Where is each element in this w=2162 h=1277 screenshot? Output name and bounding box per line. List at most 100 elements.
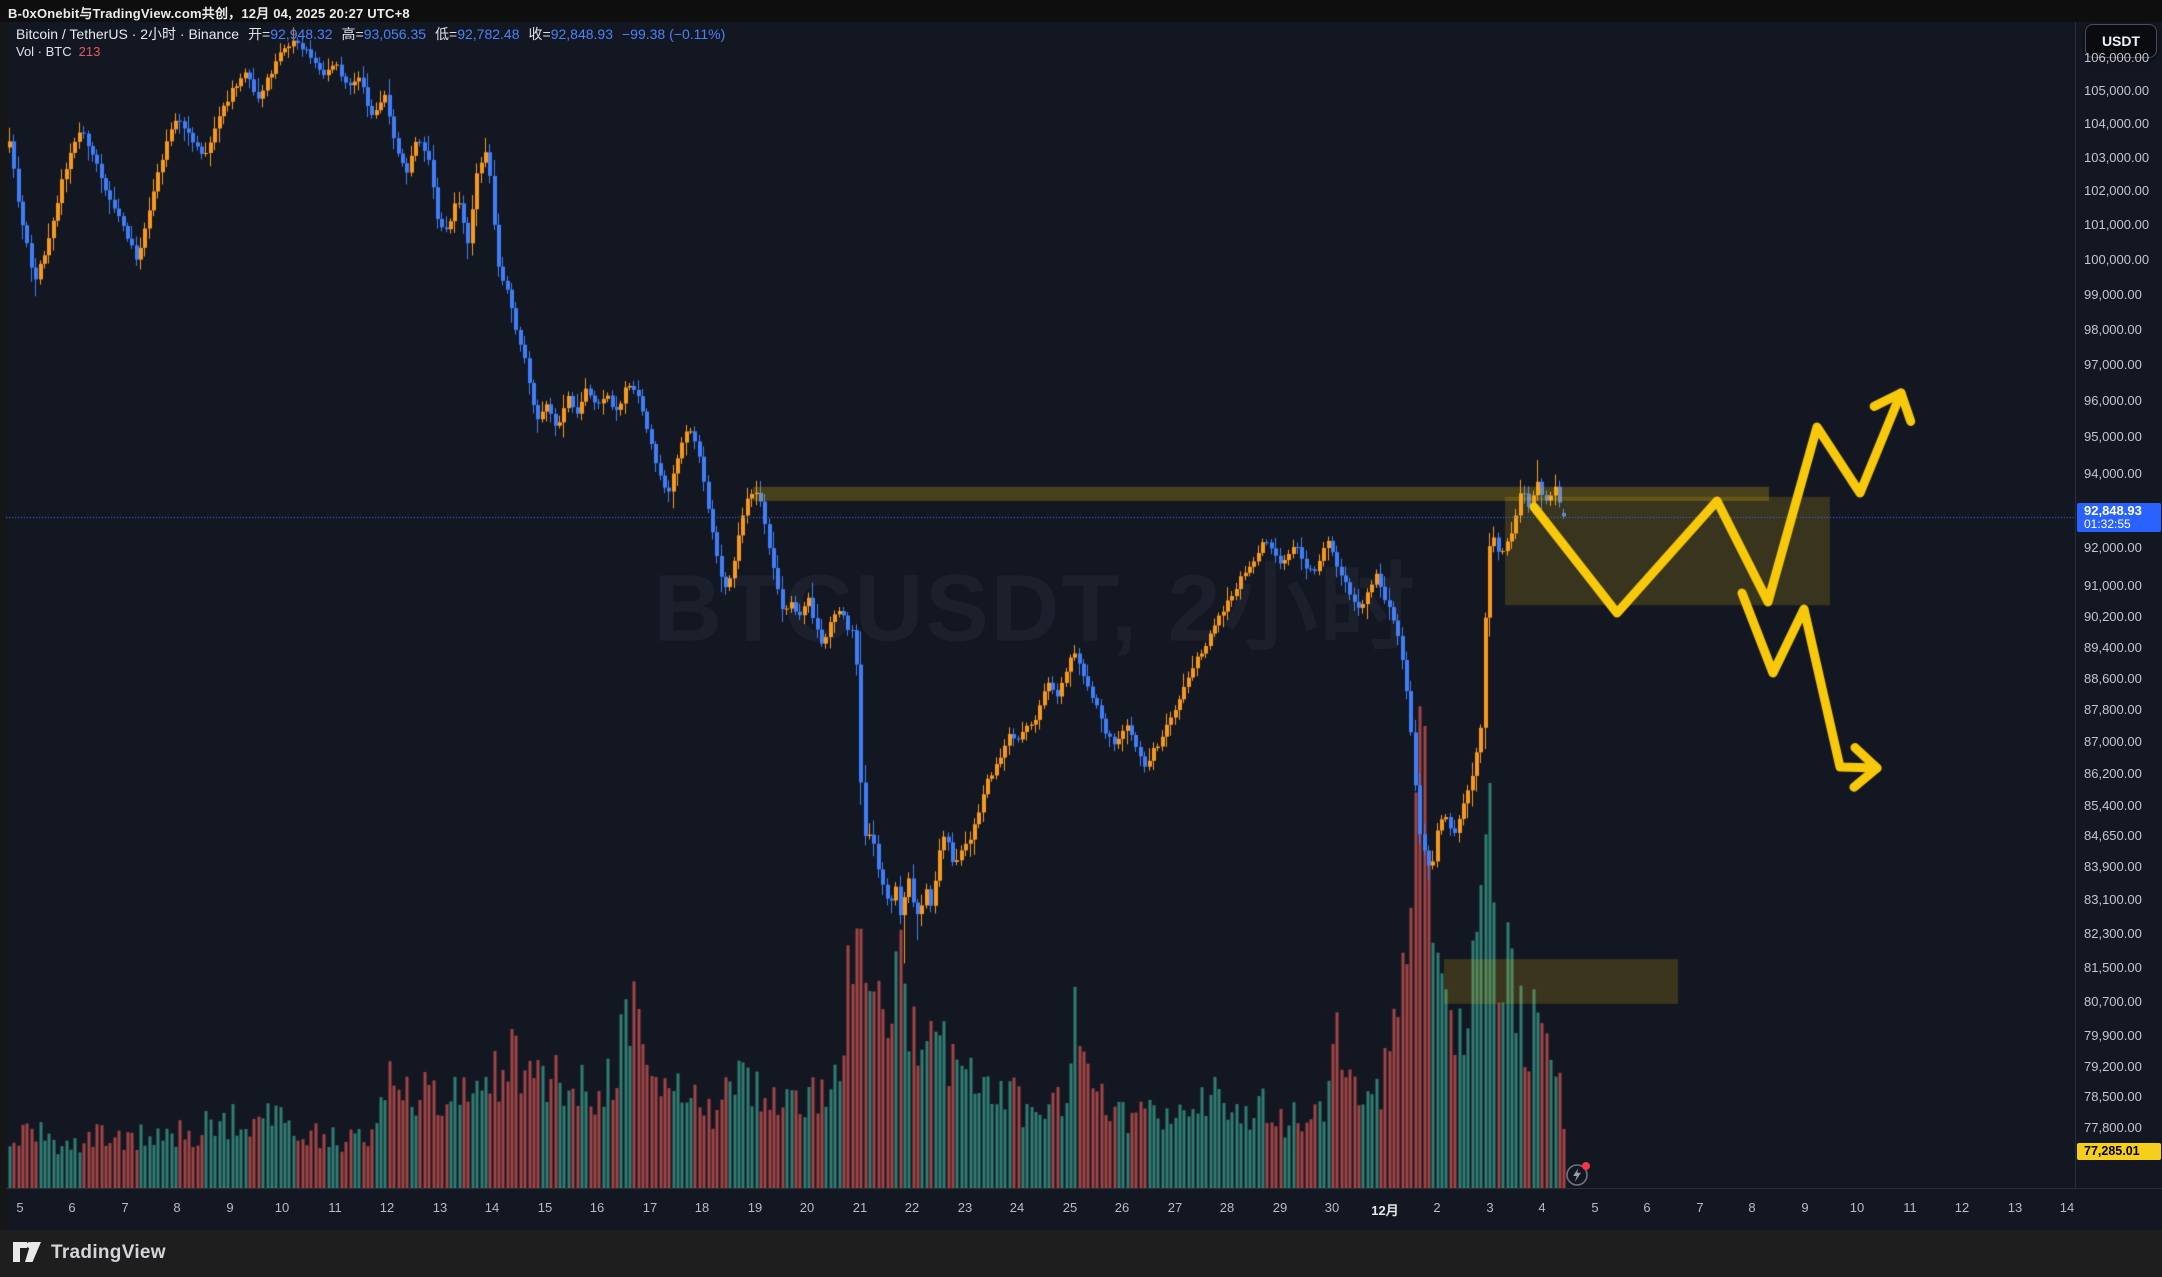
legend-field-value: 92,848.93 [550,26,613,42]
time-axis-label: 11 [1903,1200,1917,1215]
tradingview-logo[interactable]: TradingView [12,1239,166,1266]
legend-volume-row[interactable]: Vol · BTC 213 [16,43,725,61]
time-axis-label: 23 [957,1200,973,1215]
price-axis-label: 87,000.00 [2084,733,2142,749]
price-axis-label: 88,600.00 [2084,670,2142,686]
price-axis-label: 97,000.00 [2084,357,2142,373]
time-axis-label: 26 [1114,1200,1130,1215]
price-axis-label: 84,650.00 [2084,828,2142,844]
bar-countdown: 01:32:55 [2084,517,2131,531]
time-axis-label: 6 [1643,1200,1651,1215]
time-axis-label: 28 [1219,1200,1235,1215]
tradingview-mark-icon [13,1242,41,1262]
time-axis-label: 12 [379,1200,395,1215]
price-axis-label: 103,000.00 [2084,149,2150,165]
legend-volume-value: 213 [78,44,101,59]
chart-container: BTCUSDT, 2小时 Bitcoin / TetherUS · 2小时 · … [6,22,2162,1231]
price-axis[interactable]: USDT 92,848.93 01:32:55 77,285.01 106,00… [2075,22,2162,1188]
currency-toggle-button[interactable]: USDT [2085,24,2157,58]
price-axis-label: 104,000.00 [2084,116,2150,132]
legend-volume-label: Vol · BTC [16,44,72,59]
legend-symbol-row[interactable]: Bitcoin / TetherUS · 2小时 · Binance 开=92,9… [16,25,725,43]
time-axis-label: 4 [1538,1200,1546,1215]
price-axis-label: 101,000.00 [2084,217,2150,233]
time-axis-label: 27 [1167,1200,1183,1215]
price-axis-label: 105,000.00 [2084,83,2150,98]
price-axis-label: 106,000.00 [2084,50,2150,66]
time-axis-label: 11 [328,1200,342,1215]
time-axis-label: 24 [1009,1200,1025,1215]
price-axis-label: 100,000.00 [2084,251,2150,267]
legend-field-value: 92,782.48 [457,26,520,42]
time-axis-label: 20 [799,1200,815,1215]
lightning-bolt-icon [1566,1164,1588,1186]
time-axis-label: 6 [68,1200,76,1215]
time-axis-label: 18 [694,1200,710,1215]
time-axis-label: 29 [1272,1200,1288,1215]
price-axis-label: 78,500.00 [2084,1089,2142,1105]
yellow-price-label: 77,285.01 [2077,1143,2161,1160]
time-axis-label: 25 [1062,1200,1078,1215]
time-axis-label: 2 [1433,1200,1441,1215]
price-axis-label: 83,100.00 [2084,892,2142,908]
legend-field-value: 93,056.35 [363,26,427,42]
time-axis-label: 12月 [1371,1203,1399,1218]
price-chart-canvas[interactable] [6,22,2075,1188]
realtime-refresh-button[interactable] [1565,1162,1590,1187]
tradingview-wordmark: TradingView [51,1241,166,1263]
time-axis-label: 9 [226,1200,234,1215]
time-axis[interactable]: 5 6 7 8 9 10 11 12 13 14 15 16 17 18 19 20 21 22 23 24 25 26 2… [6,1188,2162,1231]
price-axis-label: 85,400.00 [2084,797,2142,813]
price-axis-label: 99,000.00 [2084,286,2142,302]
time-axis-label: 8 [1748,1200,1756,1215]
price-axis-label: 89,400.00 [2084,639,2142,655]
legend-field-label: 开= [248,26,271,42]
time-axis-label: 14 [484,1200,500,1215]
time-axis-label: 14 [2059,1200,2075,1215]
time-axis-label: 7 [1696,1200,1704,1215]
price-axis-label: 77,800.00 [2084,1120,2142,1136]
current-price-label: 92,848.93 01:32:55 [2077,503,2161,532]
price-axis-label: 79,200.00 [2084,1058,2142,1074]
time-axis-label: 16 [589,1200,605,1215]
time-axis-label: 22 [904,1200,920,1215]
attribution-text: B-0xOnebit与TradingView.com共创，12月 04, 202… [8,6,410,21]
current-price-value: 92,848.93 [2084,503,2142,518]
time-axis-label: 7 [121,1200,129,1215]
time-axis-label: 10 [274,1200,290,1215]
price-axis-label: 98,000.00 [2084,321,2142,337]
attribution-bar: B-0xOnebit与TradingView.com共创，12月 04, 202… [0,0,2162,22]
time-axis-label: 19 [747,1200,763,1215]
time-axis-label: 15 [537,1200,553,1215]
time-axis-label: 13 [432,1200,448,1215]
price-axis-label: 80,700.00 [2084,993,2142,1009]
legend-field-label: 收= [528,26,551,42]
time-axis-label: 8 [173,1200,181,1215]
legend-symbol-title[interactable]: Bitcoin / TetherUS · 2小时 · Binance [16,26,240,42]
price-axis-label: 90,200.00 [2084,608,2142,624]
realtime-status-dot [1582,1162,1590,1170]
time-axis-label: 13 [2007,1200,2023,1215]
price-axis-label: 87,800.00 [2084,701,2142,717]
chart-legend: Bitcoin / TetherUS · 2小时 · Binance 开=92,9… [16,25,725,61]
time-axis-label: 21 [852,1200,868,1215]
legend-field-label: 高= [341,26,364,42]
time-axis-label: 30 [1324,1200,1340,1215]
time-axis-label: 17 [642,1200,658,1215]
price-axis-label: 91,000.00 [2084,578,2142,594]
price-axis-label: 102,000.00 [2084,183,2150,199]
time-axis-label: 5 [1591,1200,1599,1215]
price-axis-label: 81,500.00 [2084,959,2142,975]
legend-field-value: 92,948.32 [270,26,333,42]
price-axis-label: 79,900.00 [2084,1028,2142,1044]
footer-bar: TradingView [0,1230,2162,1277]
price-axis-label: 95,000.00 [2084,429,2142,445]
time-axis-label: 12 [1954,1200,1970,1215]
price-axis-label: 96,000.00 [2084,393,2142,409]
price-axis-label: 86,200.00 [2084,765,2142,781]
price-axis-label: 83,900.00 [2084,859,2142,875]
price-axis-label: 94,000.00 [2084,465,2142,481]
time-axis-label: 10 [1849,1200,1865,1215]
legend-change: −99.38 (−0.11%) [622,26,726,42]
price-axis-label: 92,000.00 [2084,540,2142,556]
